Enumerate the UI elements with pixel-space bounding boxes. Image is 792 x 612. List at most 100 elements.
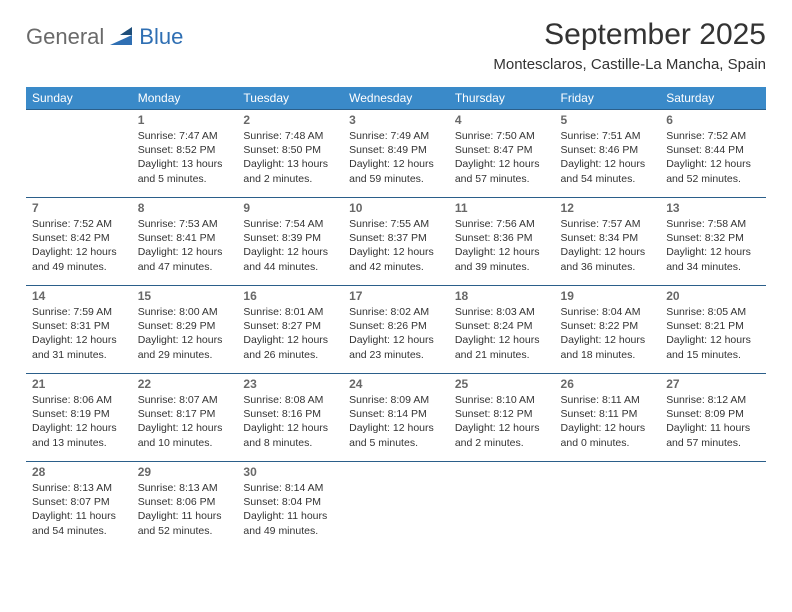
daylight-text: Daylight: 12 hours and 52 minutes. xyxy=(666,157,760,185)
day-info: Sunrise: 7:54 AMSunset: 8:39 PMDaylight:… xyxy=(243,217,337,274)
sunset-text: Sunset: 8:12 PM xyxy=(455,407,549,421)
sunrise-text: Sunrise: 7:49 AM xyxy=(349,129,443,143)
sunrise-text: Sunrise: 7:50 AM xyxy=(455,129,549,143)
day-number: 20 xyxy=(666,289,760,303)
logo: General Blue xyxy=(26,24,183,50)
calendar-table: Sunday Monday Tuesday Wednesday Thursday… xyxy=(26,87,766,552)
day-info: Sunrise: 8:06 AMSunset: 8:19 PMDaylight:… xyxy=(32,393,126,450)
calendar-day-cell: 1Sunrise: 7:47 AMSunset: 8:52 PMDaylight… xyxy=(132,110,238,198)
sunrise-text: Sunrise: 8:00 AM xyxy=(138,305,232,319)
calendar-day-cell: 5Sunrise: 7:51 AMSunset: 8:46 PMDaylight… xyxy=(555,110,661,198)
day-info: Sunrise: 7:52 AMSunset: 8:44 PMDaylight:… xyxy=(666,129,760,186)
day-number: 15 xyxy=(138,289,232,303)
calendar-week-row: 14Sunrise: 7:59 AMSunset: 8:31 PMDayligh… xyxy=(26,286,766,374)
sunset-text: Sunset: 8:34 PM xyxy=(561,231,655,245)
sunset-text: Sunset: 8:24 PM xyxy=(455,319,549,333)
daylight-text: Daylight: 12 hours and 31 minutes. xyxy=(32,333,126,361)
daylight-text: Daylight: 12 hours and 26 minutes. xyxy=(243,333,337,361)
calendar-day-cell: 24Sunrise: 8:09 AMSunset: 8:14 PMDayligh… xyxy=(343,374,449,462)
calendar-day-cell xyxy=(660,462,766,552)
header: General Blue September 2025 Montesclaros… xyxy=(26,18,766,73)
day-number: 10 xyxy=(349,201,443,215)
day-info: Sunrise: 7:51 AMSunset: 8:46 PMDaylight:… xyxy=(561,129,655,186)
daylight-text: Daylight: 11 hours and 57 minutes. xyxy=(666,421,760,449)
day-info: Sunrise: 8:13 AMSunset: 8:07 PMDaylight:… xyxy=(32,481,126,538)
sunset-text: Sunset: 8:19 PM xyxy=(32,407,126,421)
day-number: 12 xyxy=(561,201,655,215)
day-info: Sunrise: 8:10 AMSunset: 8:12 PMDaylight:… xyxy=(455,393,549,450)
sunrise-text: Sunrise: 7:48 AM xyxy=(243,129,337,143)
sunrise-text: Sunrise: 8:11 AM xyxy=(561,393,655,407)
day-number: 30 xyxy=(243,465,337,479)
sunrise-text: Sunrise: 8:10 AM xyxy=(455,393,549,407)
sunset-text: Sunset: 8:11 PM xyxy=(561,407,655,421)
calendar-day-cell: 28 Sunrise: 8:13 AMSunset: 8:07 PMDayligh… xyxy=(26,462,132,552)
daylight-text: Daylight: 12 hours and 34 minutes. xyxy=(666,245,760,273)
daylight-text: Daylight: 11 hours and 52 minutes. xyxy=(138,509,232,537)
day-info: Sunrise: 8:12 AMSunset: 8:09 PMDaylight:… xyxy=(666,393,760,450)
daylight-text: Daylight: 12 hours and 42 minutes. xyxy=(349,245,443,273)
daylight-text: Daylight: 12 hours and 49 minutes. xyxy=(32,245,126,273)
sunrise-text: Sunrise: 7:47 AM xyxy=(138,129,232,143)
sunset-text: Sunset: 8:41 PM xyxy=(138,231,232,245)
calendar-day-cell: 13Sunrise: 7:58 AMSunset: 8:32 PMDayligh… xyxy=(660,198,766,286)
sunset-text: Sunset: 8:46 PM xyxy=(561,143,655,157)
sunset-text: Sunset: 8:50 PM xyxy=(243,143,337,157)
day-number: 27 xyxy=(666,377,760,391)
daylight-text: Daylight: 12 hours and 0 minutes. xyxy=(561,421,655,449)
sunrise-text: Sunrise: 8:07 AM xyxy=(138,393,232,407)
day-info: Sunrise: 7:59 AMSunset: 8:31 PMDaylight:… xyxy=(32,305,126,362)
sunset-text: Sunset: 8:22 PM xyxy=(561,319,655,333)
day-info: Sunrise: 8:00 AMSunset: 8:29 PMDaylight:… xyxy=(138,305,232,362)
day-info: Sunrise: 8:13 AMSunset: 8:06 PMDaylight:… xyxy=(138,481,232,538)
calendar-day-cell: 20Sunrise: 8:05 AMSunset: 8:21 PMDayligh… xyxy=(660,286,766,374)
day-info: Sunrise: 7:58 AMSunset: 8:32 PMDaylight:… xyxy=(666,217,760,274)
sunrise-text: Sunrise: 7:56 AM xyxy=(455,217,549,231)
weekday-header: Thursday xyxy=(449,87,555,110)
day-info: Sunrise: 8:04 AMSunset: 8:22 PMDaylight:… xyxy=(561,305,655,362)
day-number: 16 xyxy=(243,289,337,303)
day-number: 3 xyxy=(349,113,443,127)
sunrise-text: Sunrise: 8:09 AM xyxy=(349,393,443,407)
weekday-header: Friday xyxy=(555,87,661,110)
day-number: 23 xyxy=(243,377,337,391)
day-number: 28 xyxy=(32,465,126,479)
sunrise-text: Sunrise: 7:53 AM xyxy=(138,217,232,231)
sunrise-text: Sunrise: 8:03 AM xyxy=(455,305,549,319)
sunset-text: Sunset: 8:09 PM xyxy=(666,407,760,421)
calendar-day-cell: 16Sunrise: 8:01 AMSunset: 8:27 PMDayligh… xyxy=(237,286,343,374)
sunrise-text: Sunrise: 8:12 AM xyxy=(666,393,760,407)
day-info: Sunrise: 7:55 AMSunset: 8:37 PMDaylight:… xyxy=(349,217,443,274)
month-title: September 2025 xyxy=(493,18,766,52)
sunset-text: Sunset: 8:14 PM xyxy=(349,407,443,421)
day-number: 24 xyxy=(349,377,443,391)
calendar-day-cell: 29 Sunrise: 8:13 AMSunset: 8:06 PMDayligh… xyxy=(132,462,238,552)
calendar-day-cell: 12Sunrise: 7:57 AMSunset: 8:34 PMDayligh… xyxy=(555,198,661,286)
sunset-text: Sunset: 8:47 PM xyxy=(455,143,549,157)
day-number: 26 xyxy=(561,377,655,391)
sunset-text: Sunset: 8:07 PM xyxy=(32,495,126,509)
day-number: 22 xyxy=(138,377,232,391)
sunset-text: Sunset: 8:36 PM xyxy=(455,231,549,245)
sunrise-text: Sunrise: 7:52 AM xyxy=(666,129,760,143)
calendar-page: General Blue September 2025 Montesclaros… xyxy=(0,0,792,552)
day-number: 25 xyxy=(455,377,549,391)
logo-mark-icon xyxy=(110,25,136,50)
day-number: 7 xyxy=(32,201,126,215)
day-info: Sunrise: 8:11 AMSunset: 8:11 PMDaylight:… xyxy=(561,393,655,450)
calendar-day-cell: 22Sunrise: 8:07 AMSunset: 8:17 PMDayligh… xyxy=(132,374,238,462)
calendar-day-cell: 23Sunrise: 8:08 AMSunset: 8:16 PMDayligh… xyxy=(237,374,343,462)
sunset-text: Sunset: 8:26 PM xyxy=(349,319,443,333)
day-number: 29 xyxy=(138,465,232,479)
sunrise-text: Sunrise: 7:57 AM xyxy=(561,217,655,231)
day-info: Sunrise: 7:52 AMSunset: 8:42 PMDaylight:… xyxy=(32,217,126,274)
day-number: 9 xyxy=(243,201,337,215)
daylight-text: Daylight: 12 hours and 47 minutes. xyxy=(138,245,232,273)
daylight-text: Daylight: 12 hours and 21 minutes. xyxy=(455,333,549,361)
sunset-text: Sunset: 8:42 PM xyxy=(32,231,126,245)
sunrise-text: Sunrise: 8:02 AM xyxy=(349,305,443,319)
sunrise-text: Sunrise: 7:59 AM xyxy=(32,305,126,319)
day-number: 2 xyxy=(243,113,337,127)
day-info: Sunrise: 7:50 AMSunset: 8:47 PMDaylight:… xyxy=(455,129,549,186)
day-info: Sunrise: 7:47 AMSunset: 8:52 PMDaylight:… xyxy=(138,129,232,186)
